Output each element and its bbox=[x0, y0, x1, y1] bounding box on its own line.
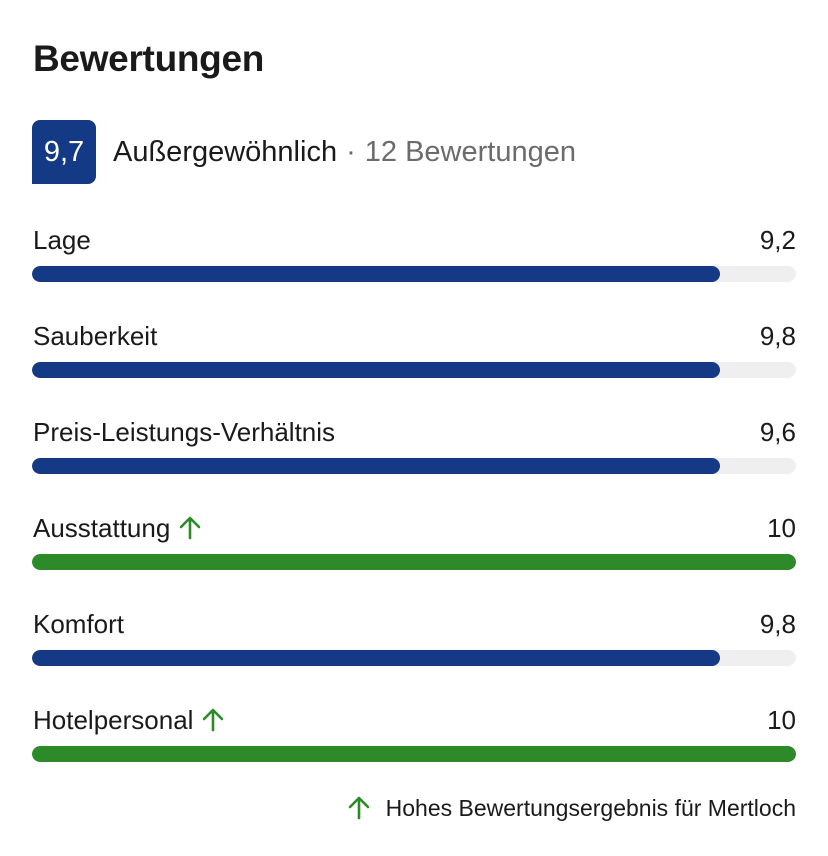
score-bar-track bbox=[32, 362, 796, 378]
score-bar-track bbox=[32, 650, 796, 666]
category-score: 9,6 bbox=[759, 417, 796, 447]
category-label: Komfort bbox=[33, 608, 125, 639]
score-bar-fill bbox=[32, 554, 796, 570]
category-score: 10 bbox=[767, 513, 796, 543]
category-row-lage: Lage 9,2 bbox=[32, 222, 796, 282]
category-row-sauberkeit: Sauberkeit 9,8 bbox=[32, 318, 796, 378]
arrow-up-icon bbox=[203, 708, 224, 732]
reviews-title: Bewertungen bbox=[33, 38, 265, 79]
category-score: 9,2 bbox=[759, 225, 796, 255]
category-row-ausstattung: Ausstattung 10 bbox=[32, 510, 796, 570]
category-score: 9,8 bbox=[759, 321, 796, 351]
score-bar-track bbox=[32, 554, 796, 570]
score-badge: 9,7 bbox=[32, 120, 96, 184]
rating-summary: 9,7 Außergewöhnlich · 12 Bewertungen bbox=[32, 120, 576, 184]
category-label: Preis-Leistungs-Verhältnis bbox=[33, 416, 336, 447]
high-score-note-text: Hohes Bewertungsergebnis für Mertloch bbox=[385, 794, 796, 821]
score-bar-track bbox=[32, 266, 796, 282]
category-score: 9,8 bbox=[759, 609, 796, 639]
category-row-hotelpersonal: Hotelpersonal 10 bbox=[32, 702, 796, 762]
category-label: Sauberkeit bbox=[33, 320, 158, 351]
score-bar-track bbox=[32, 458, 796, 474]
category-row-komfort: Komfort 9,8 bbox=[32, 606, 796, 666]
score-bar-fill bbox=[32, 362, 720, 378]
category-label: Lage bbox=[33, 224, 91, 255]
score-bar-track bbox=[32, 746, 796, 762]
score-bar-fill bbox=[32, 746, 796, 762]
category-row-preis-leistung: Preis-Leistungs-Verhältnis 9,6 bbox=[32, 414, 796, 474]
arrow-up-icon bbox=[348, 796, 369, 820]
review-count: 12 Bewertungen bbox=[364, 135, 576, 168]
category-score: 10 bbox=[767, 705, 796, 735]
score-bar-fill bbox=[32, 458, 720, 474]
rating-word: Außergewöhnlich bbox=[113, 135, 338, 168]
arrow-up-icon bbox=[180, 516, 201, 540]
score-bar-fill bbox=[32, 650, 720, 666]
high-score-note: Hohes Bewertungsergebnis für Mertloch bbox=[346, 792, 796, 824]
score-bar-fill bbox=[32, 266, 720, 282]
rating-separator: · bbox=[346, 135, 356, 168]
category-label: Hotelpersonal bbox=[33, 704, 194, 735]
category-label: Ausstattung bbox=[33, 512, 171, 543]
